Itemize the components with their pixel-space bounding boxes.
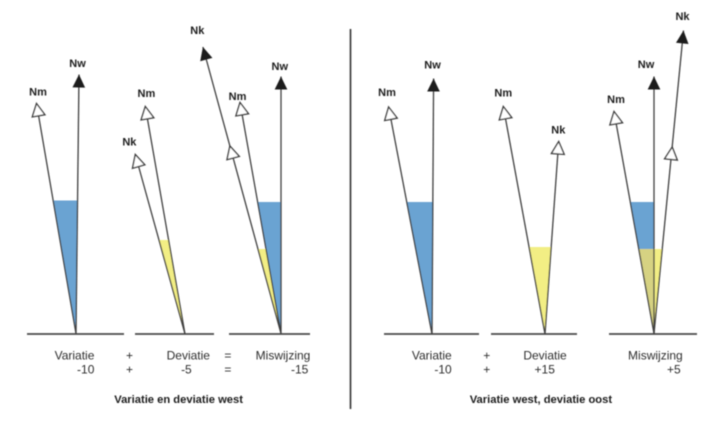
svg-text:Nm: Nm (229, 91, 247, 103)
svg-text:+: + (126, 349, 133, 363)
svg-text:Nw: Nw (424, 60, 441, 72)
svg-text:=: = (224, 349, 231, 363)
svg-text:Variatie: Variatie (412, 349, 452, 363)
svg-text:Nw: Nw (272, 61, 289, 73)
svg-text:+15: +15 (535, 363, 556, 377)
svg-text:-10: -10 (77, 363, 95, 377)
svg-text:Nm: Nm (378, 87, 396, 99)
svg-text:Variatie west, deviatie oost: Variatie west, deviatie oost (470, 394, 613, 406)
svg-text:-10: -10 (434, 363, 452, 377)
svg-text:Nk: Nk (675, 11, 690, 23)
svg-text:+5: +5 (667, 363, 681, 377)
svg-text:-5: -5 (181, 363, 192, 377)
svg-text:=: = (224, 363, 231, 377)
svg-text:Deviatie: Deviatie (167, 349, 211, 363)
svg-text:Nw: Nw (638, 59, 655, 71)
svg-text:Nw: Nw (69, 58, 86, 70)
svg-text:Nk: Nk (551, 125, 566, 137)
svg-text:Nm: Nm (494, 88, 512, 100)
svg-text:Variatie: Variatie (55, 349, 95, 363)
svg-text:Variatie en deviatie west: Variatie en deviatie west (114, 394, 243, 406)
svg-text:+: + (126, 363, 133, 377)
svg-text:+: + (483, 363, 490, 377)
svg-text:Nk: Nk (122, 137, 137, 149)
svg-text:Nm: Nm (29, 87, 47, 99)
svg-text:Miswijzing: Miswijzing (256, 349, 311, 363)
svg-text:Nm: Nm (607, 94, 625, 106)
svg-text:+: + (483, 349, 490, 363)
svg-text:Nm: Nm (138, 88, 156, 100)
svg-text:Miswijzing: Miswijzing (628, 349, 683, 363)
svg-text:Deviatie: Deviatie (523, 349, 567, 363)
svg-text:-15: -15 (291, 363, 309, 377)
svg-text:Nk: Nk (190, 25, 205, 37)
